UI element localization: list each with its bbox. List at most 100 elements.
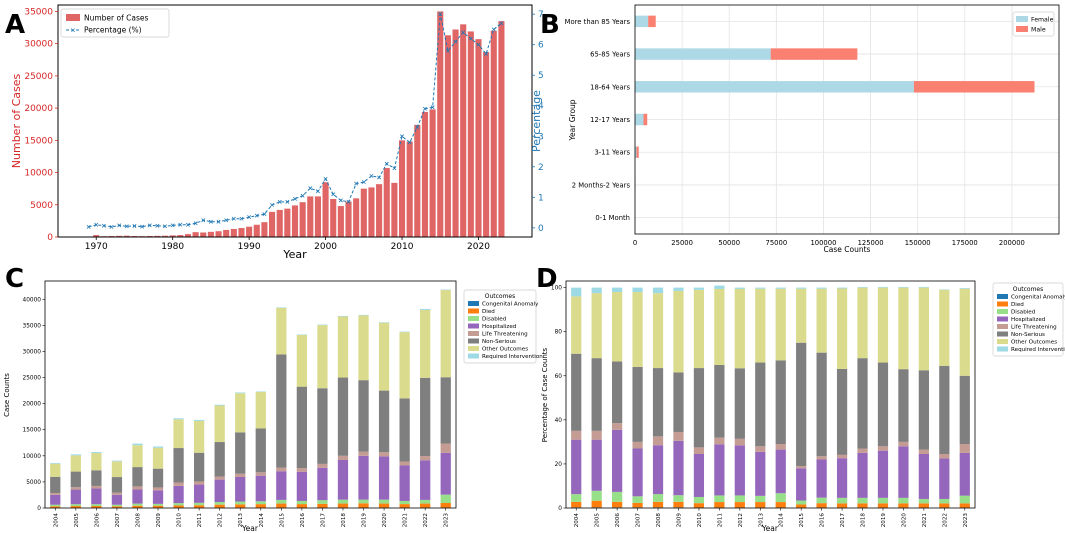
chart-c-legend-label: Died — [482, 309, 495, 315]
chart-a-bar — [169, 235, 176, 237]
chart-d-segment — [612, 501, 623, 508]
chart-c-segment — [399, 504, 410, 508]
chart-d-segment — [836, 368, 848, 455]
chart-a-percentage-point — [262, 212, 267, 217]
chart-b-legend-label-male: Male — [1031, 27, 1046, 34]
chart-a-percentage-point — [201, 218, 206, 223]
chart-a-bar — [429, 109, 436, 237]
chart-d-segment — [591, 490, 602, 501]
chart-c-segment — [276, 307, 287, 355]
chart-c-ytick-label: 20000 — [23, 402, 42, 408]
chart-a-ytick-label: 30000 — [24, 40, 53, 50]
chart-c-segment — [255, 428, 266, 473]
chart-b-xtick-label: 25000 — [671, 239, 693, 247]
chart-d-xtick-label: 2015 — [799, 513, 805, 528]
chart-c-segment — [152, 505, 164, 508]
chart-c-segment — [255, 504, 266, 508]
chart-d-segment — [734, 502, 745, 508]
chart-c-segment — [152, 503, 164, 506]
chart-a-bar — [200, 232, 207, 237]
chart-d-xtick-label: 2019 — [881, 513, 887, 528]
chart-d-segment — [591, 430, 602, 440]
chart-b-xtick-label: 125000 — [858, 239, 884, 247]
chart-d-segment — [959, 375, 970, 445]
chart-d-segment — [898, 446, 909, 498]
chart-c: 2004 2005 2006 2007 2008 2009 2010 2011 2012 2013… — [3, 280, 543, 533]
chart-d-segment — [796, 504, 807, 508]
chart-a-xtick-label: 2010 — [391, 242, 414, 252]
chart-d-segment — [714, 444, 725, 496]
chart-c-segment — [91, 488, 102, 505]
chart-c-segment — [193, 420, 205, 453]
chart-c-xtick-label: 2010 — [177, 513, 183, 528]
chart-c-segment — [378, 452, 390, 457]
chart-d-ytick-label: 20 — [555, 462, 563, 468]
chart-c-legend-label: Required Intervention — [482, 354, 543, 360]
chart-a-percentage-point — [354, 181, 359, 186]
chart-d-segment — [918, 370, 929, 450]
chart-d-segment — [734, 495, 745, 503]
chart-a-bar — [314, 196, 321, 237]
chart-d-segment — [796, 468, 807, 501]
chart-a-bar — [154, 235, 161, 237]
chart-a-bar — [215, 231, 222, 237]
chart-d-segment — [652, 494, 664, 502]
chart-a-percentage-point — [117, 223, 122, 228]
chart-d-legend-label: Died — [1011, 302, 1024, 308]
chart-b-xtick-label: 0 — [633, 239, 637, 247]
chart-c-xtick-label: 2013 — [238, 513, 244, 528]
chart-a-percentage-point — [254, 213, 259, 218]
chart-c-xtick-label: 2005 — [74, 513, 80, 528]
chart-d-segment — [714, 495, 725, 503]
chart-c-segment — [193, 419, 205, 421]
chart-c-segment — [358, 380, 369, 452]
chart-c-segment — [111, 460, 123, 462]
chart-c-legend-swatch — [468, 346, 479, 351]
chart-d-segment — [959, 288, 970, 289]
chart-d-legend-label: Required Intervention — [1011, 347, 1065, 353]
chart-d-segment — [632, 287, 643, 293]
chart-a-ytick-label: 15000 — [24, 136, 53, 146]
chart-c-segment — [235, 501, 246, 505]
chart-b-bar-male — [770, 48, 858, 60]
chart-d-segment — [959, 288, 970, 376]
chart-c-segment — [420, 460, 431, 500]
chart-d-legend-label: Hospitalized — [1011, 317, 1046, 323]
panel-letter-c: C — [5, 264, 24, 294]
chart-c-ytick-label: 0 — [37, 506, 41, 512]
chart-d-segment — [796, 466, 807, 469]
chart-d-segment — [836, 287, 848, 289]
chart-b-bar-female — [635, 15, 649, 28]
chart-c-segment — [132, 486, 143, 490]
chart-a-ytick-label: 35000 — [24, 7, 53, 17]
chart-c-segment — [70, 455, 81, 472]
chart-c-segment — [296, 504, 308, 508]
chart-a-percentage-point — [361, 180, 366, 185]
chart-a-percentage-point — [369, 173, 374, 178]
chart-a-percentage-point — [476, 42, 481, 47]
chart-a-bar — [184, 234, 192, 237]
chart-c-segment — [235, 393, 246, 433]
chart-d-segment — [877, 450, 889, 498]
chart-c-segment — [255, 501, 266, 505]
chart-d-segment — [775, 449, 786, 494]
chart-a-rtick-label: 0 — [538, 224, 544, 234]
chart-c-segment — [317, 500, 328, 504]
chart-c-segment — [255, 391, 266, 429]
chart-d-segment — [898, 497, 909, 504]
chart-a-percentage-point — [468, 36, 473, 41]
chart-d-segment — [816, 503, 827, 508]
chart-d-segment — [693, 289, 705, 369]
chart-c-segment — [173, 482, 184, 486]
chart-a-percentage-point — [438, 12, 443, 17]
chart-a-percentage-point — [140, 224, 145, 229]
chart-d-segment — [857, 503, 868, 508]
chart-c-ytick-label: 25000 — [23, 376, 42, 382]
chart-c-segment — [399, 500, 410, 505]
chart-d-segment — [571, 439, 582, 495]
chart-a-percentage-point — [293, 196, 297, 201]
chart-d-segment — [714, 364, 725, 438]
chart-d-segment — [755, 288, 766, 363]
chart-c-segment — [50, 492, 61, 495]
chart-d-segment — [591, 358, 602, 431]
